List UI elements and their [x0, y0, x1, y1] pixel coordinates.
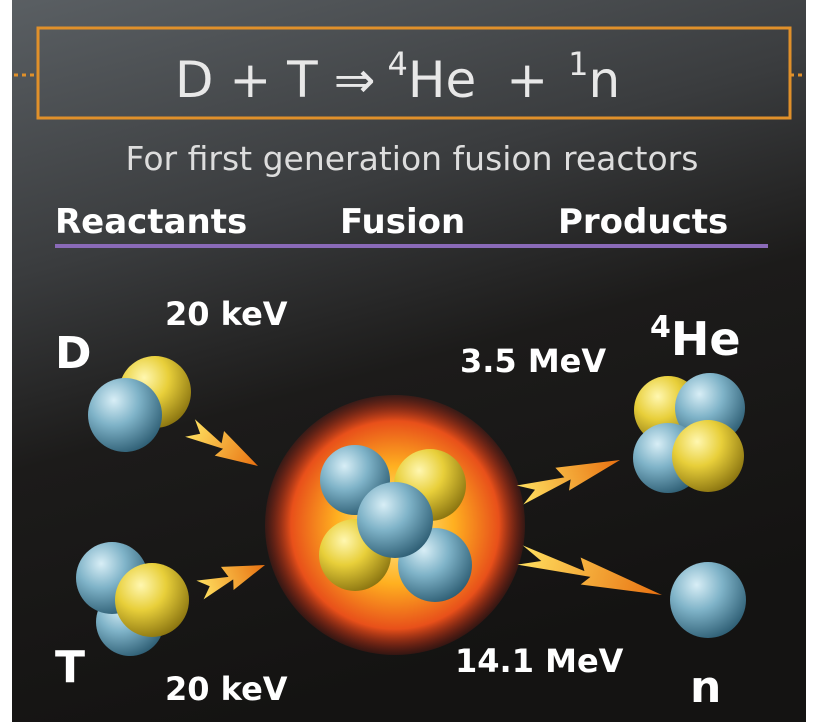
equation-he-mass: 4 [388, 45, 408, 83]
neutron [88, 378, 162, 452]
reactant-label: D [55, 328, 92, 379]
neutron [670, 562, 746, 638]
arrow [517, 545, 662, 595]
equation-box [36, 26, 792, 120]
equation-n-mass: 1 [568, 45, 588, 83]
subtitle: For first generation fusion reactors [126, 139, 699, 178]
reactant-energy: 20 keV [165, 670, 288, 708]
product-mass: 4 [650, 310, 671, 345]
arrow [516, 460, 620, 505]
arrow [185, 419, 259, 467]
arrows [185, 419, 662, 600]
equation-left: D + T ⇒ [175, 51, 376, 109]
proton [115, 563, 189, 637]
product-energy: 14.1 MeV [455, 642, 624, 680]
header: Fusion [340, 202, 465, 242]
reactant-energy: 20 keV [165, 295, 288, 333]
header: Reactants [55, 202, 247, 242]
arrow [196, 565, 265, 600]
particles [76, 356, 746, 656]
product-label: 4He [650, 310, 741, 366]
equation-n: n [589, 51, 621, 109]
product-label: n [690, 662, 721, 713]
header: Products [558, 202, 728, 242]
reactant-label: T [55, 642, 85, 693]
proton [672, 420, 744, 492]
equation-he: He [408, 51, 476, 109]
neutron [357, 482, 433, 558]
equation-plus: + [506, 51, 548, 109]
product-energy: 3.5 MeV [460, 342, 606, 380]
equation: D + T ⇒ 4He +1n [175, 45, 620, 109]
product-symbol: He [671, 312, 741, 366]
